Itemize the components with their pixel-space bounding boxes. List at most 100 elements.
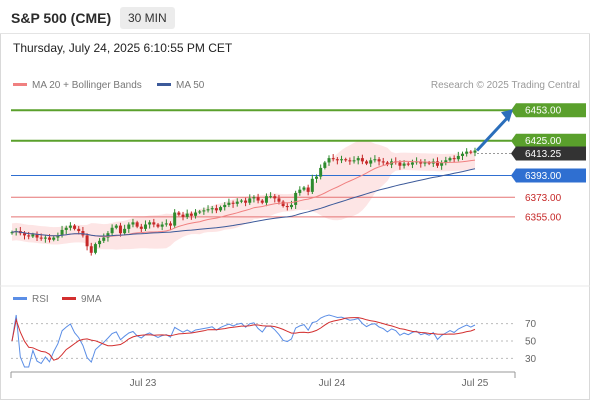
candle-body — [143, 224, 147, 229]
candle-body — [331, 158, 335, 160]
candle-body — [181, 214, 185, 217]
credit-text: Research © 2025 Trading Central — [430, 80, 580, 91]
candle-body — [123, 228, 127, 234]
legend-ma50-label: MA 50 — [176, 80, 205, 91]
x-tick-label: Jul 24 — [319, 378, 346, 389]
candle-body — [269, 196, 273, 198]
level-label-resistance-text: 6453.00 — [525, 106, 562, 117]
candle-body — [335, 159, 339, 161]
legend-rsi-ma: 9MA — [62, 294, 102, 305]
candle-body — [369, 160, 373, 164]
candle-body — [314, 176, 318, 179]
candle-body — [281, 201, 285, 206]
candle-body — [152, 222, 156, 225]
candle-body — [419, 161, 423, 164]
candle-body — [206, 209, 210, 211]
title-bar: S&P 500 (CME) 30 MIN — [0, 0, 590, 34]
candle-body — [52, 237, 56, 240]
candle-body — [381, 161, 385, 163]
bollinger-band — [12, 140, 475, 250]
candle-body — [173, 212, 177, 226]
legend-rsi: RSI — [13, 294, 49, 305]
rsi-tick-label: 30 — [525, 354, 537, 365]
candle-body — [444, 160, 448, 163]
legend-ma50: MA 50 — [157, 80, 204, 91]
rsi-swatch — [13, 296, 27, 300]
rsi-tick-label: 50 — [525, 337, 537, 348]
instrument-title: S&P 500 (CME) — [11, 10, 112, 26]
legend-rsi-label: RSI — [32, 294, 49, 305]
candle-body — [456, 155, 460, 160]
candle-body — [302, 187, 306, 190]
candle-body — [131, 222, 135, 225]
candle-body — [423, 162, 427, 164]
candle-body — [352, 160, 356, 162]
candle-body — [127, 224, 131, 229]
candle-body — [23, 233, 27, 236]
candle-body — [98, 240, 102, 245]
level-label-resistance-box — [511, 133, 586, 148]
candle-body — [73, 225, 77, 229]
candle-body — [252, 197, 256, 199]
ma50-swatch — [157, 82, 171, 86]
candle-body — [35, 234, 39, 238]
rsi-line — [11, 314, 476, 368]
candle-body — [202, 210, 206, 212]
candle-body — [68, 225, 72, 228]
ma20-swatch — [13, 82, 27, 86]
candle-body — [102, 237, 106, 241]
level-label-pivot-box — [511, 168, 586, 183]
candle-body — [89, 246, 93, 253]
candle-body — [27, 235, 31, 237]
candle-body — [410, 162, 414, 165]
candle-body — [177, 212, 181, 215]
candle-body — [385, 162, 389, 165]
rsi-ma-swatch — [62, 296, 76, 300]
candle-body — [306, 187, 310, 192]
candle-body — [118, 225, 122, 234]
candle-body — [135, 222, 139, 227]
candle-body — [406, 163, 410, 165]
candle-body — [360, 158, 364, 162]
level-label-support-text: 6355.00 — [525, 212, 562, 223]
candle-body — [43, 237, 47, 239]
candle-body — [60, 229, 64, 236]
candle-body — [156, 224, 160, 227]
candle-body — [465, 151, 469, 154]
candle-body — [223, 204, 227, 208]
candle-body — [260, 200, 264, 203]
candle-body — [319, 167, 323, 177]
candle-body — [323, 162, 327, 168]
level-label-support-text: 6373.00 — [525, 193, 562, 204]
candle-body — [373, 159, 377, 161]
candle-body — [48, 237, 52, 240]
candle-body — [160, 224, 164, 227]
level-label-last-text: 6413.25 — [525, 149, 562, 160]
candle-body — [231, 202, 235, 204]
legend-rsi-ma-label: 9MA — [81, 294, 102, 305]
x-tick-label: Jul 25 — [462, 378, 489, 389]
candle-body — [214, 208, 218, 211]
candle-body — [210, 208, 214, 210]
candle-body — [244, 200, 248, 203]
candle-body — [256, 197, 260, 201]
candle-body — [427, 162, 431, 164]
candle-body — [298, 189, 302, 193]
candle-body — [377, 159, 381, 162]
candle-body — [93, 244, 97, 253]
candle-body — [139, 226, 143, 229]
candle-body — [452, 158, 456, 160]
projection-arrow-head — [501, 109, 513, 123]
candle-body — [148, 222, 152, 225]
candle-body — [327, 158, 331, 163]
timeframe-badge[interactable]: 30 MIN — [120, 7, 175, 29]
candle-body — [285, 206, 289, 208]
candle-body — [264, 196, 268, 203]
candle-body — [294, 192, 298, 205]
candle-body — [310, 178, 314, 192]
candle-body — [239, 200, 243, 202]
candle-body — [344, 159, 348, 161]
ma50-line — [11, 168, 476, 237]
candle-body — [227, 202, 231, 205]
